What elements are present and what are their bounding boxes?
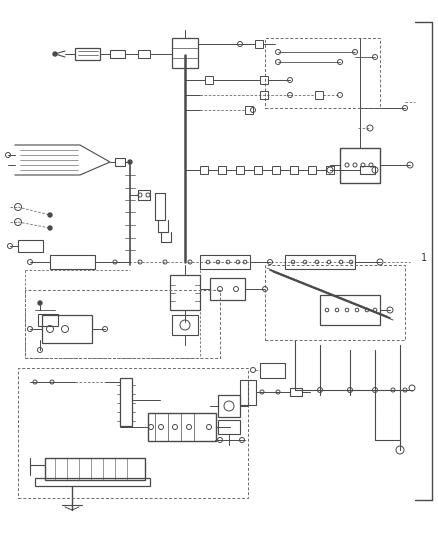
Bar: [205, 76, 213, 84]
Bar: [272, 166, 280, 174]
Bar: [360, 166, 375, 174]
Bar: [75, 48, 100, 60]
Bar: [320, 295, 380, 325]
Bar: [50, 255, 95, 269]
Bar: [170, 275, 200, 310]
Circle shape: [48, 213, 52, 217]
Bar: [200, 255, 250, 269]
Bar: [265, 265, 405, 340]
Bar: [45, 458, 145, 480]
Bar: [245, 106, 253, 114]
Bar: [218, 395, 240, 417]
Bar: [240, 380, 256, 405]
Bar: [265, 38, 380, 108]
Bar: [18, 240, 43, 252]
Bar: [42, 315, 92, 343]
Bar: [18, 368, 248, 498]
Bar: [210, 278, 245, 300]
Bar: [218, 166, 226, 174]
Circle shape: [128, 160, 132, 164]
Bar: [326, 166, 334, 174]
Bar: [35, 478, 150, 486]
Bar: [254, 166, 262, 174]
Bar: [218, 420, 240, 434]
Bar: [290, 166, 298, 174]
Bar: [148, 413, 216, 441]
Bar: [308, 166, 316, 174]
Bar: [315, 91, 323, 99]
Bar: [172, 38, 198, 68]
Bar: [138, 50, 150, 58]
Bar: [290, 388, 302, 396]
Bar: [138, 190, 150, 200]
Bar: [260, 76, 268, 84]
Circle shape: [53, 52, 57, 56]
Bar: [340, 148, 380, 183]
Bar: [236, 166, 244, 174]
Bar: [38, 314, 58, 326]
Bar: [120, 378, 132, 426]
Bar: [255, 40, 263, 48]
Bar: [260, 91, 268, 99]
Bar: [25, 290, 220, 358]
Bar: [110, 50, 125, 58]
Bar: [285, 255, 355, 269]
Bar: [115, 158, 125, 166]
Bar: [172, 315, 198, 335]
Text: 1: 1: [421, 253, 427, 263]
Bar: [200, 166, 208, 174]
Circle shape: [38, 301, 42, 305]
Bar: [260, 363, 285, 378]
Circle shape: [48, 226, 52, 230]
